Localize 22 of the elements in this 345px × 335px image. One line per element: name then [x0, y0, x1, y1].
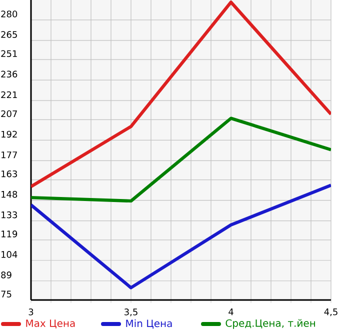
- y-tick-label: 89: [1, 272, 12, 278]
- legend-label: Сред.Цена, т.йен: [226, 319, 315, 329]
- y-tick-label: 251: [1, 50, 17, 58]
- y-tick-label: 119: [2, 230, 18, 238]
- y-tick-label: 148: [2, 190, 18, 198]
- x-tick-label: 3,5: [124, 308, 138, 316]
- legend-label: Max Цена: [26, 320, 75, 328]
- y-tick-label: 163: [2, 170, 17, 178]
- y-tick-label: 207: [1, 110, 17, 118]
- y-tick-label: 133: [2, 211, 17, 218]
- x-tick-label: 4: [228, 308, 234, 316]
- x-tick-label: 3: [28, 308, 34, 316]
- y-tick-label: 75: [1, 290, 12, 298]
- y-tick-label: 104: [2, 251, 18, 258]
- legend-label: Min Цена: [126, 319, 172, 329]
- y-tick-label: 177: [2, 152, 17, 158]
- y-tick-label: 192: [2, 130, 17, 138]
- y-tick-label: 236: [1, 70, 18, 78]
- y-tick-label: 221: [1, 91, 17, 98]
- x-tick-label: 4,5: [324, 308, 338, 316]
- y-tick-label: 280: [1, 10, 18, 18]
- y-tick-label: 265: [1, 31, 17, 38]
